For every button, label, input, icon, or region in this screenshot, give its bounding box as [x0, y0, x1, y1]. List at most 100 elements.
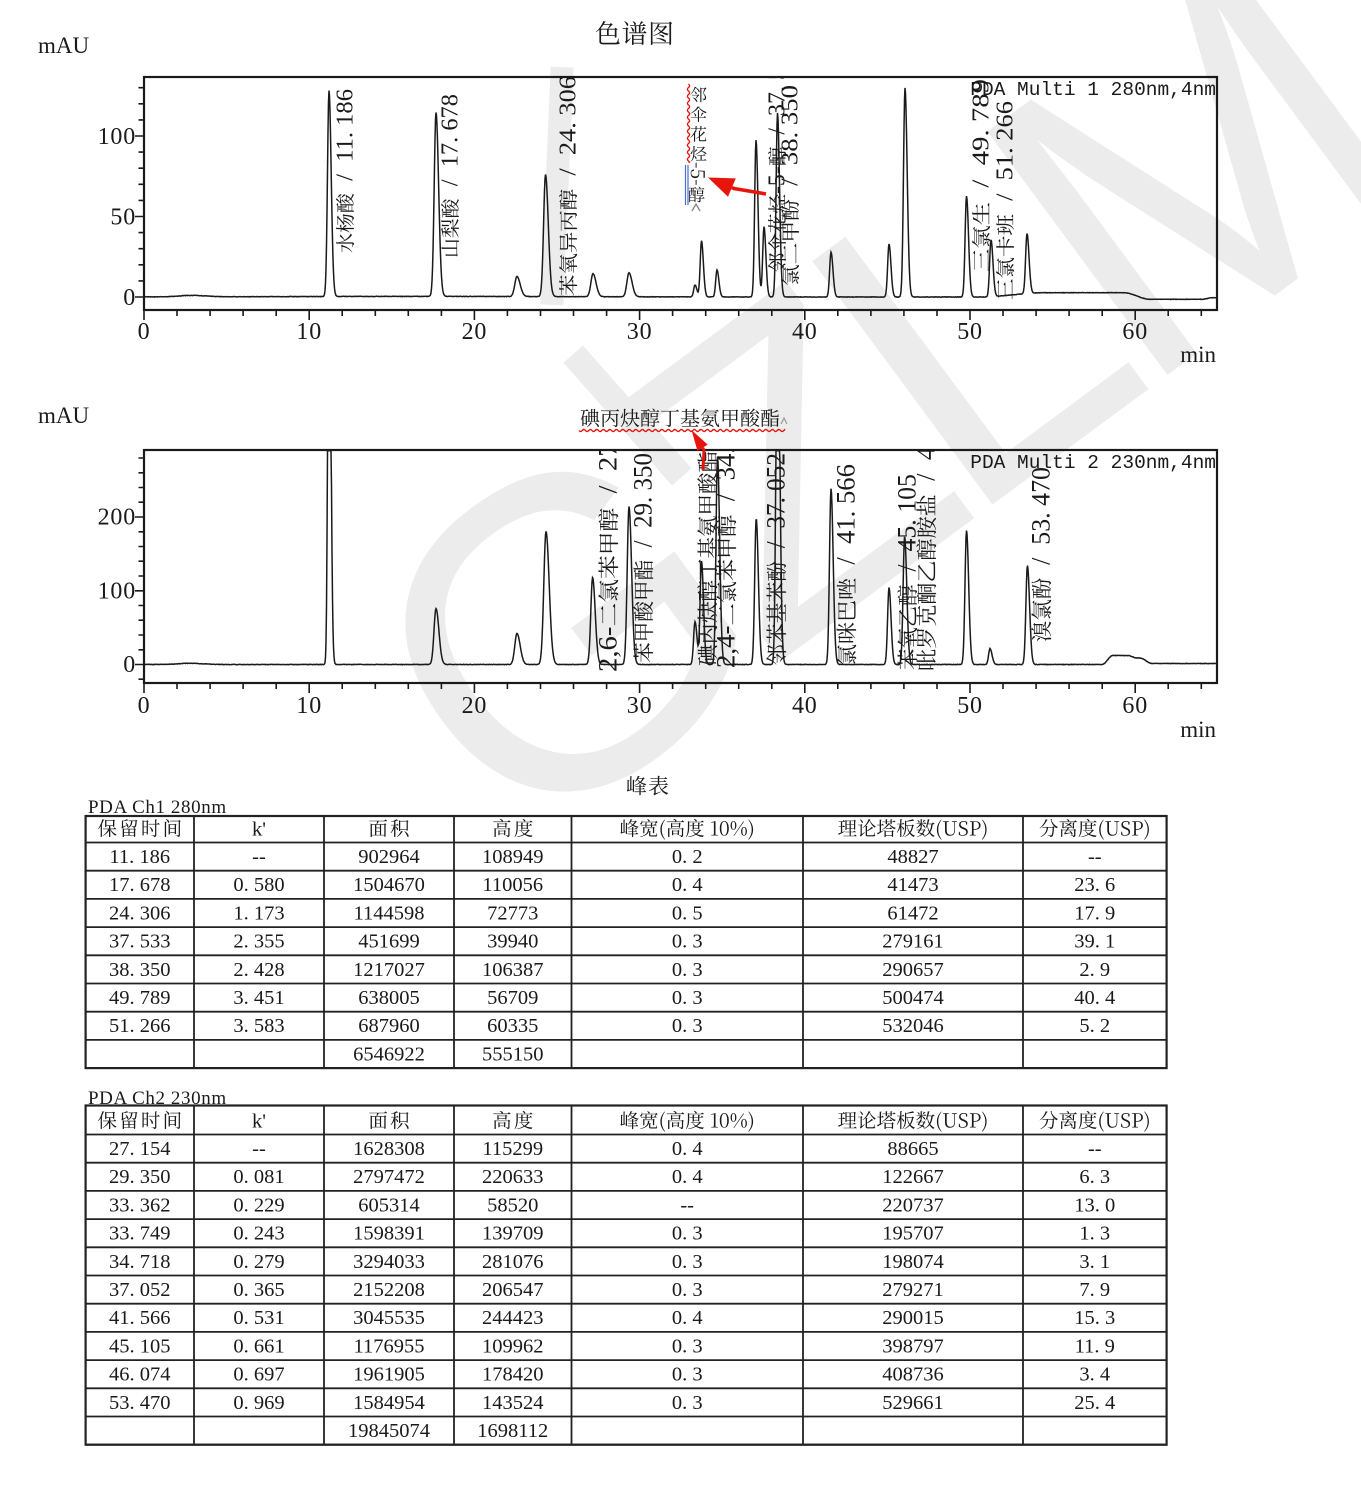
svg-text:38. 350: 38. 350 [109, 959, 171, 981]
svg-text:30: 30 [627, 693, 653, 719]
svg-text:11. 186: 11. 186 [109, 846, 170, 868]
svg-text:0. 243: 0. 243 [233, 1223, 284, 1245]
svg-text:37. 533: 37. 533 [109, 931, 171, 953]
svg-text:0. 3: 0. 3 [672, 1015, 703, 1037]
svg-text:61472: 61472 [887, 902, 938, 924]
svg-text:143524: 143524 [482, 1392, 544, 1414]
svg-text:3294033: 3294033 [353, 1251, 425, 1273]
svg-text:555150: 555150 [482, 1043, 544, 1065]
svg-text:39940: 39940 [487, 931, 538, 953]
svg-text:0. 3: 0. 3 [672, 959, 703, 981]
svg-text:mAU: mAU [38, 403, 90, 428]
svg-text:33. 362: 33. 362 [109, 1194, 171, 1216]
svg-text:/ 11. 186: / 11. 186 [332, 89, 359, 193]
svg-text:1598391: 1598391 [353, 1223, 425, 1245]
svg-text:/ 29. 350: / 29. 350 [628, 453, 658, 560]
svg-text:37. 052: 37. 052 [109, 1279, 171, 1301]
svg-text:110056: 110056 [482, 874, 543, 896]
svg-text:0. 969: 0. 969 [233, 1392, 284, 1414]
svg-text:10: 10 [296, 693, 322, 719]
svg-text:53. 470: 53. 470 [109, 1392, 171, 1414]
svg-text:13. 0: 13. 0 [1074, 1194, 1115, 1216]
svg-text:279271: 279271 [882, 1279, 944, 1301]
svg-text:902964: 902964 [358, 846, 420, 868]
svg-text:0. 3: 0. 3 [672, 931, 703, 953]
svg-text:0: 0 [138, 319, 151, 345]
svg-text:529661: 529661 [882, 1392, 944, 1414]
svg-text:23. 6: 23. 6 [1074, 874, 1115, 896]
svg-text:60: 60 [1122, 693, 1148, 719]
svg-text:--: -- [680, 1194, 694, 1216]
svg-text:2152208: 2152208 [353, 1279, 425, 1301]
svg-text:2. 355: 2. 355 [233, 931, 284, 953]
svg-text:5. 2: 5. 2 [1079, 1015, 1110, 1037]
svg-text:1176955: 1176955 [354, 1335, 425, 1357]
svg-text:/ 51. 266: / 51. 266 [993, 101, 1019, 214]
svg-text:60335: 60335 [487, 1015, 538, 1037]
svg-text:0. 580: 0. 580 [233, 874, 284, 896]
svg-text:/ 49. 789: / 49. 789 [967, 79, 994, 202]
svg-text:50: 50 [957, 319, 983, 345]
svg-text:/ 46. 074: / 46. 074 [912, 380, 941, 494]
svg-text:1. 3: 1. 3 [1079, 1223, 1110, 1245]
svg-text:/ 41. 566: / 41. 566 [832, 464, 861, 578]
svg-text:20: 20 [462, 319, 488, 345]
svg-text:0. 3: 0. 3 [672, 1335, 703, 1357]
svg-text:200: 200 [98, 505, 136, 531]
svg-text:0. 365: 0. 365 [233, 1279, 284, 1301]
svg-text:56709: 56709 [487, 987, 538, 1009]
svg-text:17. 678: 17. 678 [109, 874, 171, 896]
svg-text:0. 5: 0. 5 [672, 902, 703, 924]
svg-text:0. 3: 0. 3 [672, 1392, 703, 1414]
svg-text:3. 451: 3. 451 [233, 987, 284, 1009]
svg-text:60: 60 [1122, 319, 1148, 345]
svg-text:0. 081: 0. 081 [233, 1166, 284, 1188]
svg-text:--: -- [1088, 1138, 1102, 1160]
svg-text:198074: 198074 [882, 1251, 944, 1273]
svg-text:17. 9: 17. 9 [1074, 902, 1115, 924]
svg-text:451699: 451699 [358, 931, 420, 953]
svg-text:mAU: mAU [38, 33, 90, 58]
svg-text:687960: 687960 [358, 1015, 420, 1037]
svg-text:--: -- [252, 1138, 266, 1160]
svg-text:2,4-: 2,4- [711, 626, 741, 668]
svg-text:24. 306: 24. 306 [109, 902, 171, 924]
svg-text:108949: 108949 [482, 846, 544, 868]
svg-text:40: 40 [792, 693, 818, 719]
svg-text:/ 27. 154: / 27. 154 [594, 385, 622, 508]
svg-text:195707: 195707 [882, 1223, 944, 1245]
svg-text:29. 350: 29. 350 [109, 1166, 171, 1188]
svg-text:/ 37. 533: / 37. 533 [764, 44, 790, 147]
svg-text:178420: 178420 [482, 1364, 544, 1386]
svg-text:3045535: 3045535 [353, 1307, 425, 1329]
svg-text:-5-: -5- [764, 166, 790, 194]
svg-text:20: 20 [462, 693, 488, 719]
svg-text:0. 279: 0. 279 [233, 1251, 284, 1273]
svg-text:41. 566: 41. 566 [109, 1307, 171, 1329]
svg-text:--: -- [1088, 846, 1102, 868]
svg-text:88665: 88665 [887, 1138, 938, 1160]
svg-text:0. 3: 0. 3 [672, 1251, 703, 1273]
svg-text:51. 266: 51. 266 [109, 1015, 171, 1037]
svg-text:48827: 48827 [887, 846, 938, 868]
svg-text:1. 173: 1. 173 [233, 902, 284, 924]
svg-text:34. 718: 34. 718 [109, 1251, 171, 1273]
svg-text:/ 24. 306: / 24. 306 [556, 76, 582, 189]
svg-text:50: 50 [957, 693, 983, 719]
svg-text:/ 38. 350: / 38. 350 [777, 85, 803, 199]
svg-text:30: 30 [627, 319, 653, 345]
svg-text:139709: 139709 [482, 1223, 544, 1245]
svg-text:0. 4: 0. 4 [672, 1138, 703, 1160]
svg-text:k': k' [252, 1111, 266, 1133]
svg-text:min: min [1180, 717, 1216, 742]
svg-text:605314: 605314 [358, 1194, 420, 1216]
svg-text:33. 749: 33. 749 [109, 1223, 171, 1245]
svg-text:0. 229: 0. 229 [233, 1194, 284, 1216]
svg-text:0. 2: 0. 2 [672, 846, 703, 868]
svg-text:279161: 279161 [882, 931, 944, 953]
svg-text:39. 1: 39. 1 [1074, 931, 1115, 953]
svg-text:46. 074: 46. 074 [109, 1364, 171, 1386]
svg-text:72773: 72773 [487, 902, 538, 924]
svg-text:40. 4: 40. 4 [1074, 987, 1115, 1009]
svg-text:1698112: 1698112 [477, 1420, 548, 1442]
